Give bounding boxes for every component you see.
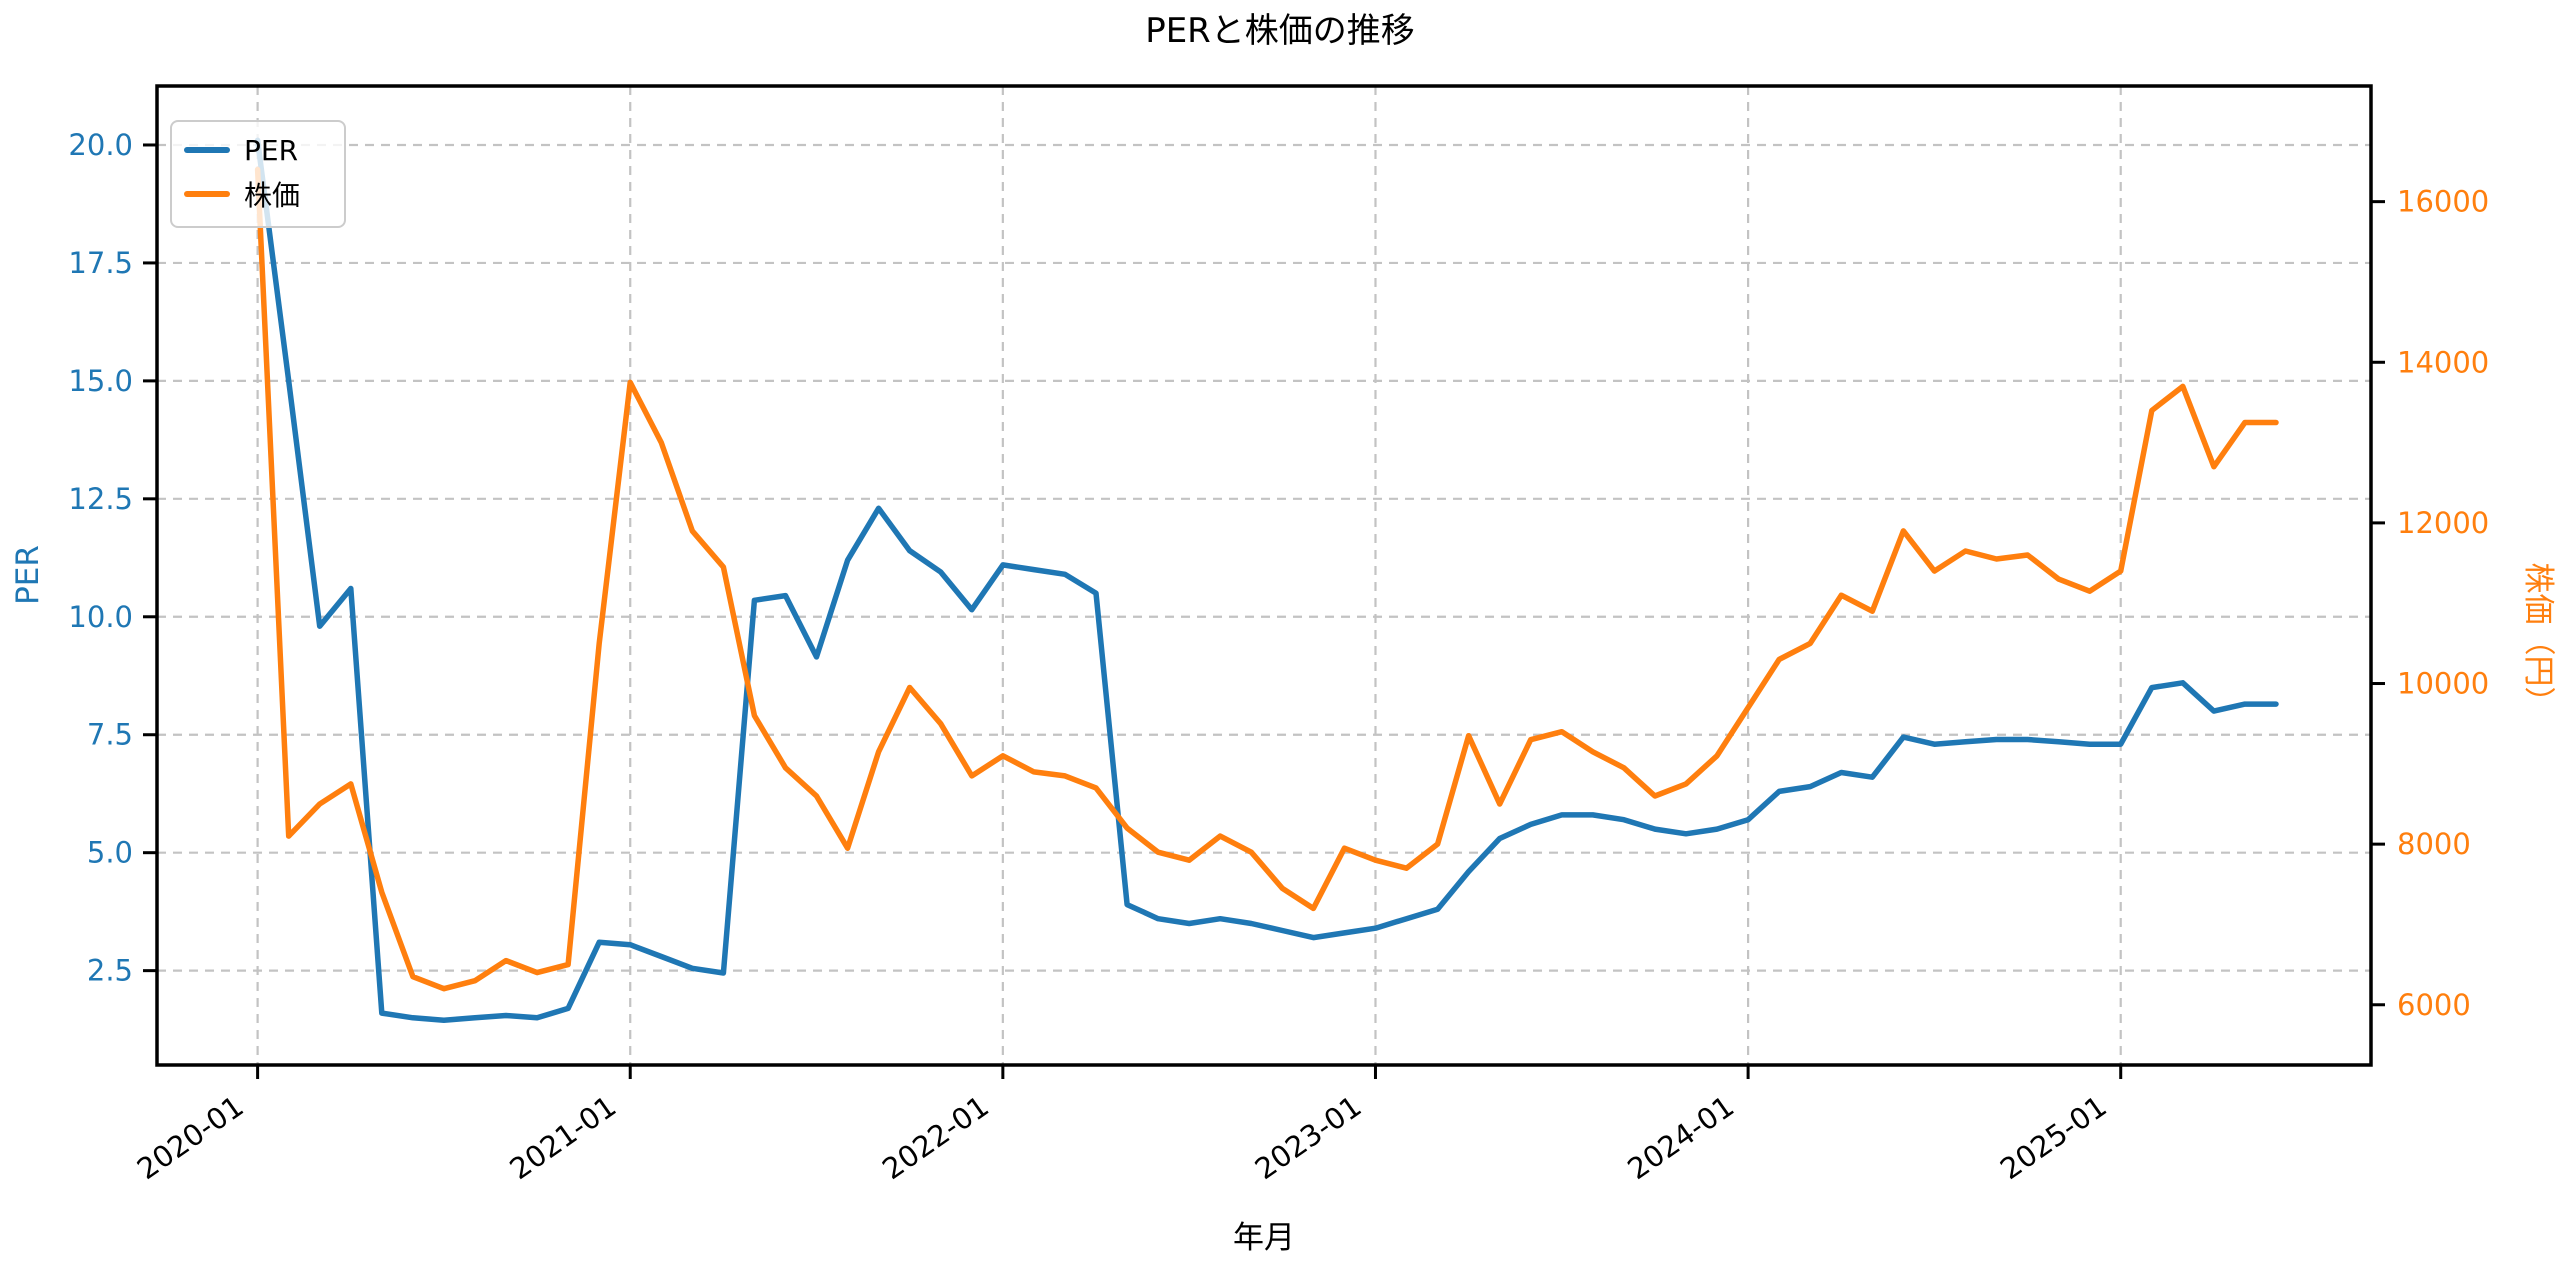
series-line-株価 (254, 166, 2279, 992)
right-y-axis-label: 株価（円） (2520, 563, 2556, 718)
right-tick-label: 12000 (2397, 506, 2489, 540)
series-line-PER (254, 137, 2279, 1023)
legend-item-per: PER (184, 134, 332, 167)
right-tick-label: 8000 (2397, 827, 2471, 861)
left-tick-label: 20.0 (68, 128, 133, 162)
chart-title: PERと株価の推移 (1145, 11, 1415, 51)
legend-label-per: PER (244, 133, 299, 167)
left-tick-label: 12.5 (68, 482, 133, 516)
per-line-swatch (184, 147, 230, 154)
legend-label-kabuka: 株価 (244, 179, 301, 213)
legend: PER 株価 (170, 120, 346, 228)
left-tick-label: 5.0 (87, 836, 133, 870)
left-tick-label: 17.5 (68, 246, 133, 280)
left-y-axis-label: PER (10, 545, 46, 605)
right-tick-label: 16000 (2397, 185, 2489, 219)
axis-ticks: 2020-01 2021-01 2022-01 2023-01 2024-01 2025-… (68, 128, 2489, 1186)
x-tick-label: 2021-01 (503, 1089, 622, 1186)
right-tick-label: 6000 (2397, 988, 2471, 1022)
left-tick-label: 7.5 (87, 718, 133, 752)
right-tick-label: 10000 (2397, 667, 2489, 701)
x-axis-label: 年月 (1233, 1220, 1295, 1256)
x-tick-label: 2020-01 (131, 1089, 250, 1186)
right-tick-label: 14000 (2397, 345, 2489, 379)
x-tick-label: 2022-01 (876, 1089, 995, 1186)
x-tick-label: 2024-01 (1621, 1089, 1740, 1186)
grid-lines (157, 86, 2371, 1065)
plot-border (155, 84, 2373, 1067)
x-tick-label: 2025-01 (1994, 1089, 2113, 1186)
data-series (254, 137, 2279, 1023)
x-tick-label: 2023-01 (1249, 1089, 1368, 1186)
legend-item-kabuka: 株価 (184, 174, 332, 214)
left-tick-label: 2.5 (87, 954, 133, 988)
left-tick-label: 10.0 (68, 600, 133, 634)
kabuka-line-swatch (184, 191, 230, 198)
left-tick-label: 15.0 (68, 364, 133, 398)
